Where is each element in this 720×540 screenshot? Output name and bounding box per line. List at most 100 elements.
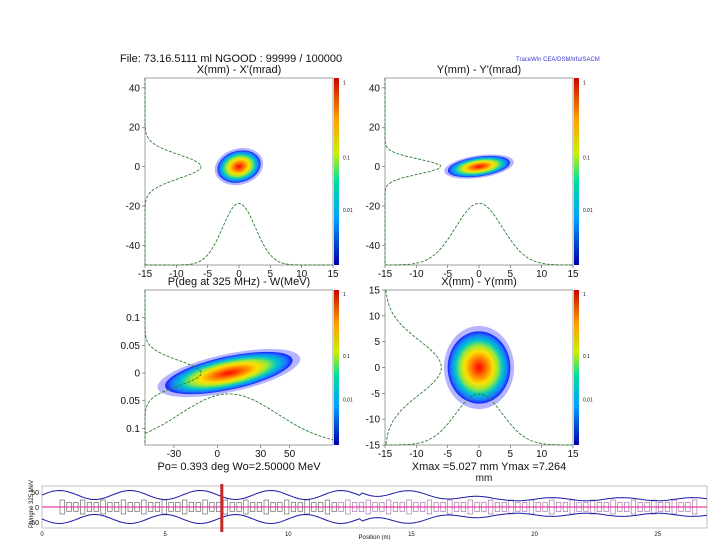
y-tick-label: -15 [366,441,381,452]
x-tick-label: 10 [536,269,548,280]
x-tick-label: 30 [255,449,267,460]
y-tick-label: 0 [374,162,380,173]
x-tick-label: 10 [296,269,308,280]
panel-title: X(mm) - X'(mrad) [197,64,282,76]
y-tick-label: 0 [374,363,380,374]
x-tick-label: -10 [409,269,424,280]
upper-envelope [41,489,708,502]
colorbar [334,78,339,265]
x-tick-label: 0 [215,449,221,460]
x-tick-label: 15 [567,269,579,280]
y-tick-label: 40 [369,83,381,94]
panel-title: P(deg at 325 MHz) - W(MeV) [168,276,310,288]
y-tick-label: 20 [129,123,141,134]
colorbar-tick-label: 1 [343,292,346,298]
x-tick-label: -10 [169,269,184,280]
file-header-text: File: 73.16.5111 ml NGOOD : 99999 / 1000… [120,53,342,65]
colorbar-tick-label: 0.1 [343,354,350,360]
x-tick-label: 5 [508,269,514,280]
y-profile-curve [144,78,202,265]
x-tick-label: 5 [268,269,274,280]
y-tick-label: -5 [371,389,380,400]
panel-footer: Xmax =5.027 mm Ymax =7.264 [412,461,567,473]
beam-core [217,150,261,183]
y-tick-label: 0.05 [121,341,141,352]
panel-title: X(mm) - Y(mm) [441,276,517,288]
colorbar-tick-label: 1 [583,81,586,87]
y-profile-curve [144,290,202,445]
panel-title: Y(mm) - Y'(mrad) [437,64,521,76]
phase-space-panels: X(mm) - X'(mrad)-15 -10 -5 0 5 10 1540200-20-4… [121,64,593,484]
panel-footer-unit: mm [476,473,493,484]
colorbar-tick-label: 0.01 [343,398,353,404]
envelope-x-label: Position (m) [358,535,390,540]
y-tick-label: -20 [366,201,381,212]
x-tick-label: -15 [138,269,153,280]
x-tick-label: 15 [567,449,579,460]
envelope-y-tick-label: 0 [35,505,39,512]
tracewin-label: TraceWin CEA/DSM/Irfu/SACM [516,57,600,63]
y-tick-label: 0 [134,369,140,380]
colorbar-tick-label: 0.1 [583,354,590,360]
colorbar-tick-label: 0.1 [343,156,350,162]
x-tick-label: 0 [476,269,482,280]
envelope-x-tick-label: 15 [408,532,415,538]
colorbar-tick-label: 0.01 [343,208,353,214]
colorbar-tick-label: 0.1 [583,156,590,162]
y-tick-label: 40 [129,83,141,94]
x-tick-label: -5 [443,449,452,460]
envelope-y-label: Ph/ngne 325 MeV [29,480,35,528]
y-tick-label: -40 [126,241,141,252]
x-tick-label: -5 [203,269,212,280]
colorbar [574,290,579,445]
colorbar-tick-label: 1 [343,81,346,87]
x-tick-label: 10 [536,449,548,460]
y-tick-label: 20 [369,123,381,134]
x-profile-curve [144,393,334,441]
envelope-x-tick-label: 0 [40,532,44,538]
y-tick-label: -10 [366,415,381,426]
y-tick-label: 15 [369,286,381,297]
y-tick-label: 0.1 [126,424,140,435]
envelope-x-tick-label: 25 [654,532,661,538]
x-tick-label: -5 [443,269,452,280]
panel-4: X(mm) - Y(mm) -15 -10 -5 0 5 10 15 15 10 5 0 -5 -10 -1… [366,276,593,484]
y-tick-label: 0.05 [121,396,141,407]
beam-core [447,331,511,404]
envelope-y-tick-label: 50 [31,490,39,497]
y-tick-label: -20 [126,201,141,212]
x-tick-label: -30 [167,449,182,460]
x-tick-label: 0 [236,269,242,280]
x-tick-label: 50 [284,449,296,460]
beam-core [165,351,293,395]
envelope-y-tick-label: -50 [29,520,39,527]
panel-footer: Po= 0.393 deg Wo=2.50000 MeV [157,461,321,473]
y-tick-label: 0.1 [126,313,140,324]
current-position-marker [220,484,224,532]
y-profile-curve [384,78,442,265]
lower-envelope [41,512,708,525]
colorbar-tick-label: 1 [583,292,586,298]
x-tick-label: -10 [409,449,424,460]
panel-2: Y(mm) - Y'(mrad) -15 -10 -5 0 5 10 15 40 20 0 -20 -4… [366,64,593,280]
colorbar [334,290,339,445]
x-tick-label: 5 [508,449,514,460]
y-tick-label: 10 [369,311,381,322]
envelope-x-tick-label: 10 [285,532,292,538]
colorbar-tick-label: 0.01 [583,208,593,214]
x-profile-curve [385,393,573,446]
panel-3: P(deg at 325 MHz) - W(MeV) -30 0 30 50 0.1 0.0… [121,276,353,473]
y-profile-curve [385,289,442,446]
x-tick-label: -15 [378,269,393,280]
y-tick-label: 5 [374,337,380,348]
y-tick-label: -40 [366,241,381,252]
colorbar-tick-label: 0.01 [583,398,593,404]
y-tick-label: 0 [134,162,140,173]
beam-core [447,155,511,178]
envelope-x-tick-label: 20 [531,532,538,538]
panel-1: X(mm) - X'(mrad) -15 -10 -5 0 5 10 15 40 20 0 -20 -4… [126,64,353,280]
x-tick-label: -15 [378,449,393,460]
x-tick-label: 0 [476,449,482,460]
